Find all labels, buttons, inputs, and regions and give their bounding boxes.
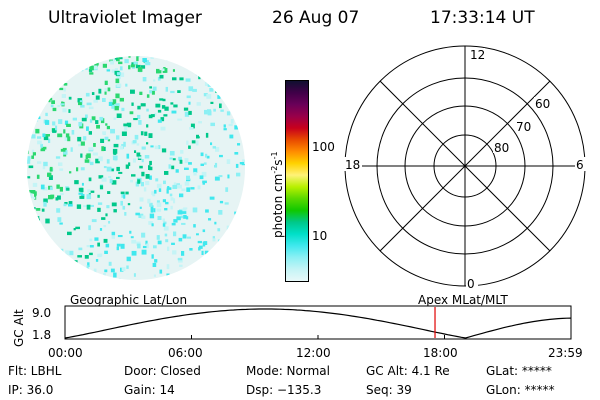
alt-plot-right-title: Apex MLat/MLT [418, 293, 508, 307]
colorbar-label-s: s [271, 159, 285, 166]
xtick-0000: 00:00 [48, 346, 83, 360]
status-door: Door: Closed [124, 364, 201, 378]
status-glat: GLat: ***** [486, 364, 552, 378]
xtick-1200: 12:00 [296, 346, 331, 360]
alt-plot-ymin: 1.8 [32, 328, 52, 342]
status-gc-alt: GC Alt: 4.1 Re [366, 364, 450, 378]
lat-label-70: 70 [516, 120, 531, 134]
image-time: 17:33:14 UT [430, 8, 535, 28]
altitude-plot [64, 305, 572, 340]
status-dsp: Dsp: −135.3 [246, 383, 322, 397]
colorbar-tick-10: 10 [312, 229, 328, 243]
xtick-2359: 23:59 [548, 346, 583, 360]
colorbar-label-exp1: -2 [270, 165, 279, 174]
uv-image [27, 56, 245, 280]
status-gain: Gain: 14 [124, 383, 175, 397]
altitude-curve [64, 308, 572, 339]
xtick-0600: 06:00 [168, 346, 203, 360]
status-glon: GLon: ***** [486, 383, 555, 397]
image-date: 26 Aug 07 [272, 8, 360, 28]
status-seq: Seq: 39 [366, 383, 412, 397]
polar-grid: 12 18 6 0 60 70 80 [342, 45, 587, 290]
lat-label-60: 60 [535, 97, 550, 111]
mlt-label-bottom: 0 [467, 277, 475, 290]
polar-line-diag2 [379, 80, 551, 252]
alt-plot-left-title: Geographic Lat/Lon [70, 293, 188, 307]
mlt-label-left: 18 [345, 158, 360, 172]
mlt-label-top: 12 [470, 48, 485, 62]
app-title: Ultraviolet Imager [48, 8, 202, 28]
status-mode: Mode: Normal [246, 364, 330, 378]
lat-label-80: 80 [494, 141, 509, 155]
colorbar-gradient [286, 81, 308, 281]
mlt-label-right: 6 [576, 158, 584, 172]
status-ip: IP: 36.0 [8, 383, 54, 397]
colorbar [285, 80, 309, 282]
xtick-1800: 18:00 [423, 346, 458, 360]
status-filter: Flt: LBHL [8, 364, 62, 378]
colorbar-label-exp2: -1 [270, 151, 279, 160]
colorbar-label-unit: photon cm [271, 173, 285, 238]
alt-plot-ymax: 9.0 [32, 306, 52, 320]
colorbar-tick-100: 100 [312, 140, 335, 154]
